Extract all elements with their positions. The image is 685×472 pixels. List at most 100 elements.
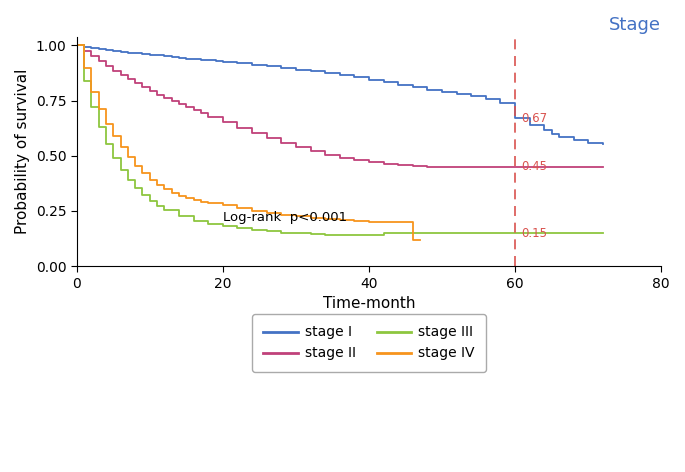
stage III: [102, 141, 110, 146]
stage II: [321, 152, 329, 158]
stage II: [497, 164, 505, 169]
stage I: [438, 89, 446, 94]
stage II: [379, 160, 388, 166]
stage I: [547, 131, 556, 136]
stage I: [204, 58, 212, 63]
stage II: [453, 164, 461, 169]
stage II: [116, 72, 125, 78]
Text: 0.45: 0.45: [521, 160, 547, 173]
stage I: [453, 91, 461, 97]
stage III: [204, 221, 212, 227]
Line: stage II: stage II: [77, 45, 603, 167]
stage III: [248, 227, 256, 233]
stage IV: [394, 219, 402, 225]
stage I: [124, 50, 132, 55]
stage I: [138, 51, 147, 57]
stage II: [109, 68, 117, 74]
stage I: [87, 45, 95, 51]
Line: stage III: stage III: [77, 45, 603, 235]
stage I: [212, 59, 220, 64]
stage IV: [197, 199, 205, 204]
stage III: [146, 198, 154, 203]
stage IV: [379, 219, 388, 225]
stage II: [80, 48, 88, 54]
stage II: [350, 157, 358, 163]
stage II: [292, 144, 300, 150]
stage IV: [87, 89, 95, 94]
stage II: [153, 92, 161, 98]
stage I: [599, 141, 607, 146]
stage IV: [153, 182, 161, 188]
stage II: [394, 162, 402, 168]
stage IV: [350, 218, 358, 224]
stage I: [109, 48, 117, 54]
stage II: [204, 114, 212, 119]
stage I: [168, 54, 176, 60]
stage I: [73, 42, 81, 48]
stage III: [234, 225, 242, 231]
stage I: [262, 63, 271, 69]
stage II: [482, 164, 490, 169]
stage III: [423, 230, 432, 236]
stage II: [95, 59, 103, 64]
stage III: [350, 232, 358, 238]
stage II: [248, 130, 256, 135]
Y-axis label: Probability of survival: Probability of survival: [15, 69, 30, 234]
stage IV: [219, 202, 227, 208]
stage IV: [409, 237, 417, 243]
stage III: [409, 230, 417, 236]
stage I: [423, 87, 432, 93]
stage IV: [146, 177, 154, 183]
stage I: [116, 49, 125, 54]
stage I: [292, 67, 300, 73]
Legend: stage I, stage II, stage III, stage IV: stage I, stage II, stage III, stage IV: [252, 314, 486, 371]
stage IV: [160, 186, 169, 192]
stage II: [409, 163, 417, 169]
stage II: [511, 164, 519, 169]
stage III: [153, 203, 161, 209]
stage I: [160, 54, 169, 59]
stage I: [350, 75, 358, 80]
stage III: [292, 231, 300, 236]
stage II: [423, 164, 432, 169]
stage I: [497, 100, 505, 106]
stage IV: [80, 65, 88, 70]
stage IV: [204, 201, 212, 206]
stage I: [467, 93, 475, 99]
X-axis label: Time-month: Time-month: [323, 296, 415, 311]
stage II: [489, 164, 497, 169]
stage III: [109, 155, 117, 161]
stage IV: [365, 219, 373, 225]
stage I: [102, 47, 110, 53]
stage IV: [262, 211, 271, 216]
stage I: [336, 72, 344, 78]
Text: Stage: Stage: [609, 17, 661, 34]
stage I: [569, 137, 577, 143]
Line: stage IV: stage IV: [77, 45, 420, 240]
stage I: [248, 62, 256, 67]
stage I: [277, 65, 286, 71]
stage II: [306, 148, 314, 154]
stage I: [540, 127, 549, 133]
stage II: [197, 110, 205, 116]
stage II: [73, 42, 81, 48]
stage IV: [336, 218, 344, 223]
stage III: [95, 124, 103, 130]
stage II: [168, 98, 176, 104]
stage II: [599, 164, 607, 169]
stage III: [336, 232, 344, 237]
stage II: [467, 164, 475, 169]
stage I: [219, 59, 227, 65]
stage IV: [306, 215, 314, 221]
stage I: [234, 60, 242, 66]
stage II: [160, 95, 169, 101]
stage I: [511, 116, 519, 121]
stage IV: [116, 144, 125, 150]
stage IV: [109, 133, 117, 139]
stage III: [321, 232, 329, 237]
stage I: [379, 79, 388, 85]
stage III: [599, 230, 607, 236]
stage IV: [124, 154, 132, 160]
stage I: [80, 44, 88, 50]
stage III: [277, 230, 286, 236]
